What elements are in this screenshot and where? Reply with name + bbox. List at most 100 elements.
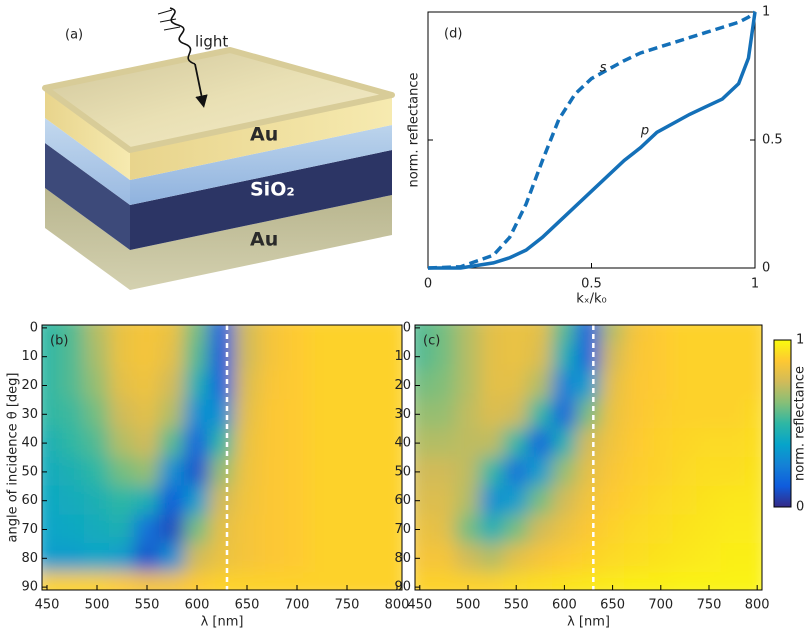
heatmap-cell xyxy=(431,457,456,487)
heatmap xyxy=(407,313,769,602)
heatmap-cell xyxy=(745,543,770,573)
heatmap-cell xyxy=(528,342,553,372)
plot-frame xyxy=(428,12,755,268)
heatmap-cell xyxy=(259,572,285,602)
heatmap-cell xyxy=(309,543,335,573)
heatmap-cell xyxy=(109,572,135,602)
heatmap-cell xyxy=(672,313,697,343)
heatmap-cell xyxy=(528,515,553,545)
heatmap-cell xyxy=(159,399,185,429)
y-tick-label: 60 xyxy=(394,493,411,508)
heatmap-cell xyxy=(109,313,135,343)
heatmap-cell xyxy=(455,457,480,487)
heatmap-cell xyxy=(334,486,360,516)
colorbar-tick-label: 1 xyxy=(796,333,804,348)
heatmap-cell xyxy=(259,486,285,516)
heatmap-cells xyxy=(407,313,769,602)
heatmap-cell xyxy=(284,543,310,573)
heatmap-cell xyxy=(696,515,721,545)
heatmap-cell xyxy=(576,515,601,545)
x-tick-label: 800 xyxy=(385,598,410,613)
heatmap-cell xyxy=(696,486,721,516)
heatmap-cell xyxy=(359,313,385,343)
heatmap-cell xyxy=(455,371,480,401)
heatmap-cell xyxy=(259,313,285,343)
heatmap-cell xyxy=(209,543,235,573)
heatmap-cell xyxy=(624,457,649,487)
heatmap-cell xyxy=(672,371,697,401)
heatmap-cell xyxy=(745,399,770,429)
heatmap-cell xyxy=(696,428,721,458)
heatmap-cell xyxy=(431,428,456,458)
heatmap-cell xyxy=(721,428,746,458)
heatmap-cell xyxy=(480,371,505,401)
light-label: light xyxy=(195,33,228,51)
heatmap-cell xyxy=(159,371,185,401)
heatmap-cell xyxy=(84,313,110,343)
heatmap-cell xyxy=(745,428,770,458)
heatmap-cell xyxy=(696,342,721,372)
heatmap-cell xyxy=(431,515,456,545)
heatmap-cell xyxy=(576,399,601,429)
heatmap-cell xyxy=(600,543,625,573)
heatmap-cell xyxy=(600,486,625,516)
heatmap xyxy=(34,313,410,602)
heatmap-cell xyxy=(480,342,505,372)
heatmap-cell xyxy=(721,515,746,545)
heatmap-cell xyxy=(159,515,185,545)
heatmap-cell xyxy=(455,486,480,516)
heatmap-cell xyxy=(552,399,577,429)
heatmap-cell xyxy=(359,486,385,516)
heatmap-cell xyxy=(234,342,260,372)
heatmap-cell xyxy=(284,486,310,516)
heatmap-cell xyxy=(721,486,746,516)
series-label: s xyxy=(600,61,607,76)
heatmap-cell xyxy=(184,399,210,429)
heatmap-cell xyxy=(576,457,601,487)
heatmap-cell xyxy=(576,342,601,372)
heatmap-cell xyxy=(696,399,721,429)
heatmap-cell xyxy=(504,486,529,516)
heatmap-cell xyxy=(431,399,456,429)
heatmap-cell xyxy=(721,543,746,573)
heatmap-cell xyxy=(672,428,697,458)
heatmap-cell xyxy=(648,428,673,458)
heatmap-cell xyxy=(455,399,480,429)
heatmap-cell xyxy=(672,515,697,545)
heatmap-cell xyxy=(334,428,360,458)
heatmap-cell xyxy=(431,543,456,573)
heatmap-cell xyxy=(84,486,110,516)
heatmap-cell xyxy=(259,399,285,429)
heatmap-cell xyxy=(284,428,310,458)
heatmap-cell xyxy=(528,543,553,573)
y-tick-label: 40 xyxy=(21,436,38,451)
heatmap-cell xyxy=(159,486,185,516)
heatmap-cell xyxy=(134,428,160,458)
heatmap-cell xyxy=(184,371,210,401)
heatmap-cell xyxy=(134,313,160,343)
heatmap-cell xyxy=(431,486,456,516)
heatmap-cell xyxy=(576,313,601,343)
heatmap-cell xyxy=(84,342,110,372)
heatmap-cell xyxy=(745,342,770,372)
x-tick-label: 650 xyxy=(235,598,260,613)
heatmap-cell xyxy=(600,313,625,343)
heatmap-cell xyxy=(259,515,285,545)
x-tick-label: 0 xyxy=(424,277,432,292)
heatmap-cell xyxy=(259,457,285,487)
heatmap-cell xyxy=(234,457,260,487)
heatmap-cell xyxy=(309,486,335,516)
heatmap-cell xyxy=(600,399,625,429)
heatmap-cell xyxy=(600,371,625,401)
heatmap-cell xyxy=(84,428,110,458)
panel-label: (a) xyxy=(65,28,83,43)
heatmap-cell xyxy=(624,342,649,372)
y-tick-label: 80 xyxy=(394,551,411,566)
heatmap-cell xyxy=(309,342,335,372)
heatmap-cell xyxy=(480,486,505,516)
heatmap-cell xyxy=(552,313,577,343)
heatmap-cell xyxy=(134,457,160,487)
heatmap-cell xyxy=(309,428,335,458)
heatmap-cells xyxy=(34,313,410,602)
heatmap-cell xyxy=(134,342,160,372)
